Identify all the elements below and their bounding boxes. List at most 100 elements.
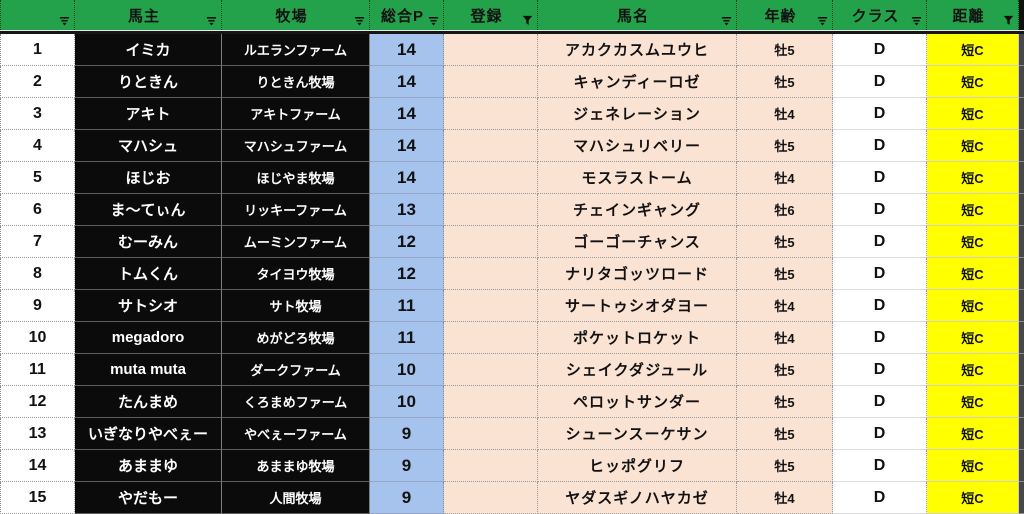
cell-farm[interactable]: マハシュファーム <box>222 130 370 162</box>
cell-registration[interactable] <box>444 482 538 514</box>
cell-row-number[interactable]: 10 <box>0 322 75 354</box>
cell-age[interactable]: 牡5 <box>737 34 833 66</box>
cell-distance[interactable]: 短C <box>927 162 1019 194</box>
cell-points[interactable]: 14 <box>370 66 444 98</box>
cell-registration[interactable] <box>444 354 538 386</box>
header-cell-owner[interactable]: 馬主 <box>75 0 222 30</box>
cell-registration[interactable] <box>444 450 538 482</box>
cell-distance[interactable]: 短C <box>927 354 1019 386</box>
cell-points[interactable]: 10 <box>370 354 444 386</box>
cell-horse-name[interactable]: ナリタゴッツロード <box>538 258 737 290</box>
cell-points[interactable]: 9 <box>370 482 444 514</box>
cell-farm[interactable]: ダークファーム <box>222 354 370 386</box>
cell-registration[interactable] <box>444 130 538 162</box>
cell-registration[interactable] <box>444 194 538 226</box>
cell-farm[interactable]: タイヨウ牧場 <box>222 258 370 290</box>
cell-class[interactable]: D <box>833 386 927 418</box>
filter-dropdown-icon[interactable] <box>816 14 829 27</box>
cell-distance[interactable]: 短C <box>927 450 1019 482</box>
cell-row-number[interactable]: 4 <box>0 130 75 162</box>
cell-owner[interactable]: やだもー <box>75 482 222 514</box>
cell-distance[interactable]: 短C <box>927 290 1019 322</box>
cell-class[interactable]: D <box>833 418 927 450</box>
cell-distance[interactable]: 短C <box>927 322 1019 354</box>
cell-owner[interactable]: ほじお <box>75 162 222 194</box>
cell-owner[interactable]: あままゆ <box>75 450 222 482</box>
cell-age[interactable]: 牡5 <box>737 258 833 290</box>
cell-distance[interactable]: 短C <box>927 258 1019 290</box>
cell-class[interactable]: D <box>833 194 927 226</box>
cell-row-number[interactable]: 8 <box>0 258 75 290</box>
cell-row-number[interactable]: 3 <box>0 98 75 130</box>
cell-row-number[interactable]: 1 <box>0 34 75 66</box>
cell-registration[interactable] <box>444 290 538 322</box>
cell-registration[interactable] <box>444 226 538 258</box>
cell-farm[interactable]: くろまめファーム <box>222 386 370 418</box>
header-cell-registration[interactable]: 登録 <box>444 0 538 30</box>
cell-age[interactable]: 牡5 <box>737 66 833 98</box>
cell-age[interactable]: 牡5 <box>737 450 833 482</box>
header-cell-age[interactable]: 年齢 <box>737 0 833 30</box>
cell-owner[interactable]: トムくん <box>75 258 222 290</box>
cell-owner[interactable]: ま〜てぃん <box>75 194 222 226</box>
filter-dropdown-icon[interactable] <box>427 14 440 27</box>
cell-horse-name[interactable]: マハシュリベリー <box>538 130 737 162</box>
cell-age[interactable]: 牡6 <box>737 194 833 226</box>
cell-class[interactable]: D <box>833 226 927 258</box>
cell-farm[interactable]: やべぇーファーム <box>222 418 370 450</box>
filter-dropdown-icon[interactable] <box>720 14 733 27</box>
cell-class[interactable]: D <box>833 66 927 98</box>
cell-age[interactable]: 牡4 <box>737 98 833 130</box>
cell-row-number[interactable]: 11 <box>0 354 75 386</box>
cell-distance[interactable]: 短C <box>927 66 1019 98</box>
header-cell-distance[interactable]: 距離 <box>927 0 1019 30</box>
cell-class[interactable]: D <box>833 34 927 66</box>
cell-age[interactable]: 牡4 <box>737 290 833 322</box>
cell-class[interactable]: D <box>833 258 927 290</box>
cell-points[interactable]: 14 <box>370 162 444 194</box>
header-cell-total-points[interactable]: 総合P <box>370 0 444 30</box>
cell-age[interactable]: 牡5 <box>737 354 833 386</box>
cell-owner[interactable]: サトシオ <box>75 290 222 322</box>
cell-row-number[interactable]: 15 <box>0 482 75 514</box>
cell-points[interactable]: 9 <box>370 418 444 450</box>
filter-funnel-icon[interactable] <box>521 14 534 27</box>
header-cell-class[interactable]: クラス <box>833 0 927 30</box>
cell-distance[interactable]: 短C <box>927 386 1019 418</box>
cell-points[interactable]: 11 <box>370 290 444 322</box>
cell-class[interactable]: D <box>833 130 927 162</box>
filter-dropdown-icon[interactable] <box>58 14 71 27</box>
cell-distance[interactable]: 短C <box>927 34 1019 66</box>
cell-farm[interactable]: ムーミンファーム <box>222 226 370 258</box>
cell-owner[interactable]: いぎなりやべぇー <box>75 418 222 450</box>
cell-class[interactable]: D <box>833 162 927 194</box>
cell-class[interactable]: D <box>833 98 927 130</box>
cell-row-number[interactable]: 6 <box>0 194 75 226</box>
cell-registration[interactable] <box>444 322 538 354</box>
cell-farm[interactable]: 人間牧場 <box>222 482 370 514</box>
cell-age[interactable]: 牡4 <box>737 482 833 514</box>
cell-owner[interactable]: イミカ <box>75 34 222 66</box>
cell-horse-name[interactable]: ゴーゴーチャンス <box>538 226 737 258</box>
cell-horse-name[interactable]: ヒッポグリフ <box>538 450 737 482</box>
cell-distance[interactable]: 短C <box>927 418 1019 450</box>
cell-horse-name[interactable]: チェインギャング <box>538 194 737 226</box>
cell-points[interactable]: 12 <box>370 258 444 290</box>
cell-class[interactable]: D <box>833 482 927 514</box>
cell-class[interactable]: D <box>833 450 927 482</box>
cell-distance[interactable]: 短C <box>927 194 1019 226</box>
cell-registration[interactable] <box>444 98 538 130</box>
cell-row-number[interactable]: 7 <box>0 226 75 258</box>
cell-points[interactable]: 9 <box>370 450 444 482</box>
cell-registration[interactable] <box>444 34 538 66</box>
filter-funnel-icon[interactable] <box>1002 14 1015 27</box>
cell-horse-name[interactable]: ジェネレーション <box>538 98 737 130</box>
cell-points[interactable]: 14 <box>370 98 444 130</box>
cell-owner[interactable]: マハシュ <box>75 130 222 162</box>
cell-row-number[interactable]: 5 <box>0 162 75 194</box>
cell-farm[interactable]: リッキーファーム <box>222 194 370 226</box>
header-cell-rownum[interactable] <box>0 0 75 30</box>
cell-points[interactable]: 12 <box>370 226 444 258</box>
cell-horse-name[interactable]: ペロットサンダー <box>538 386 737 418</box>
cell-points[interactable]: 10 <box>370 386 444 418</box>
